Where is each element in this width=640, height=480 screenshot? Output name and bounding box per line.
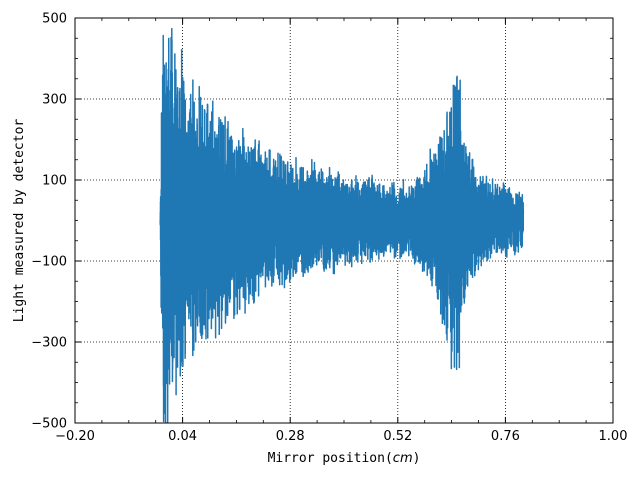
y-tick-label: 100	[42, 174, 67, 189]
y-tick-label: 500	[42, 12, 67, 27]
x-tick-label: 0.04	[168, 429, 197, 444]
axis-ticks	[74, 17, 614, 424]
y-tick-label: −300	[31, 336, 67, 351]
y-axis-label: Light measured by detector	[12, 119, 27, 323]
x-tick-label: 1.00	[599, 429, 628, 444]
x-tick-label: 0.76	[491, 429, 520, 444]
series-line	[159, 27, 525, 423]
x-tick-label: 0.52	[383, 429, 412, 444]
y-tick-label: −500	[31, 417, 67, 432]
tick-labels: −0.20 0.04 0.28 0.52 0.76 1.00 −500 −300 −100 100…	[31, 12, 627, 445]
y-tick-label: 300	[42, 93, 67, 108]
y-tick-label: −100	[31, 255, 67, 270]
x-tick-label: 0.28	[276, 429, 305, 444]
x-tick-label: −0.20	[55, 429, 95, 444]
x-axis-label: Mirror position(cm)	[268, 451, 421, 466]
